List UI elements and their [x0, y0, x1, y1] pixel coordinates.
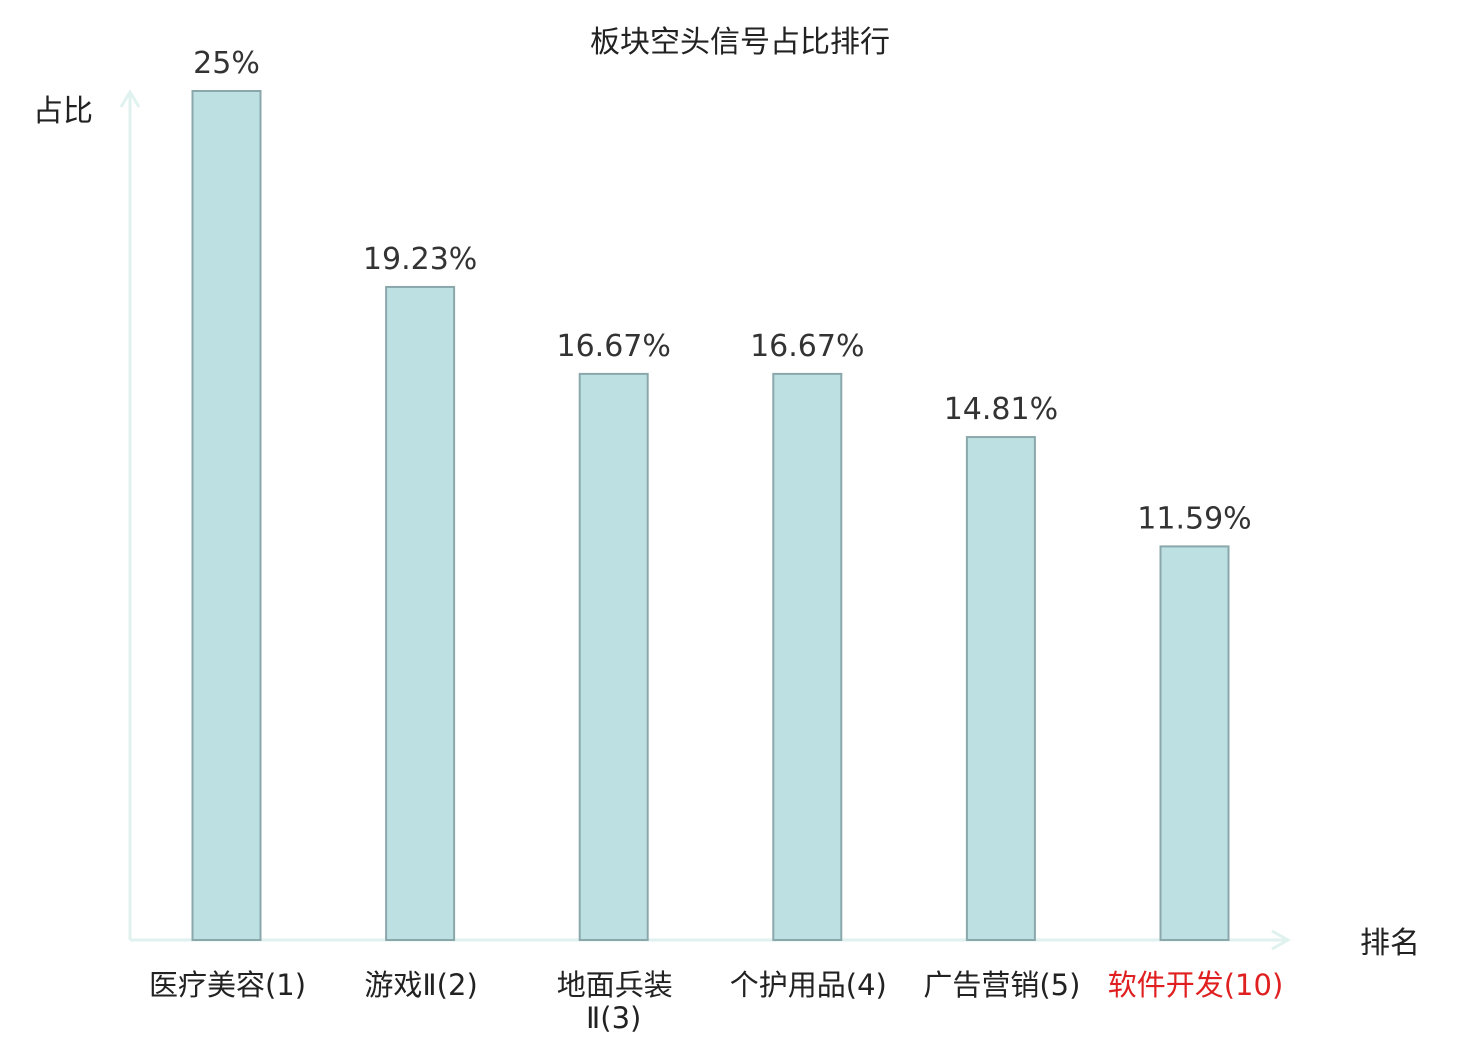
- bar: [578, 372, 649, 942]
- value-labels-group: 25% 19.23% 16.67% 16.67% 14.81% 11.59%: [193, 46, 1252, 536]
- bar: [385, 285, 456, 941]
- bar: [965, 436, 1036, 941]
- category-label: 医疗美容(1): [149, 968, 306, 1002]
- chart-title: 板块空头信号占比排行: [590, 25, 890, 60]
- bar: [1159, 545, 1230, 942]
- axes: [119, 89, 1292, 951]
- y-axis-label: 占比: [33, 94, 93, 129]
- data-label: 16.67%: [557, 329, 671, 364]
- category-label: Ⅱ(3): [586, 1001, 641, 1035]
- category-label: 广告营销(5): [923, 968, 1080, 1002]
- category-label: 个护用品(4): [730, 968, 887, 1002]
- category-label: 地面兵装: [557, 968, 673, 1002]
- data-label: 25%: [193, 46, 260, 81]
- bar: [191, 90, 262, 941]
- x-axis-label: 排名: [1360, 926, 1420, 961]
- category-label: 游戏Ⅱ(2): [364, 968, 477, 1002]
- category-label: 软件开发(10): [1108, 968, 1284, 1002]
- data-label: 11.59%: [1137, 501, 1251, 536]
- bars-group: [191, 90, 1230, 942]
- bar: [772, 372, 843, 942]
- data-label: 14.81%: [944, 392, 1058, 427]
- y-axis-arrow: [119, 89, 141, 108]
- x-axis-arrow: [1271, 929, 1292, 951]
- data-label: 19.23%: [363, 242, 477, 277]
- data-label: 16.67%: [750, 329, 864, 364]
